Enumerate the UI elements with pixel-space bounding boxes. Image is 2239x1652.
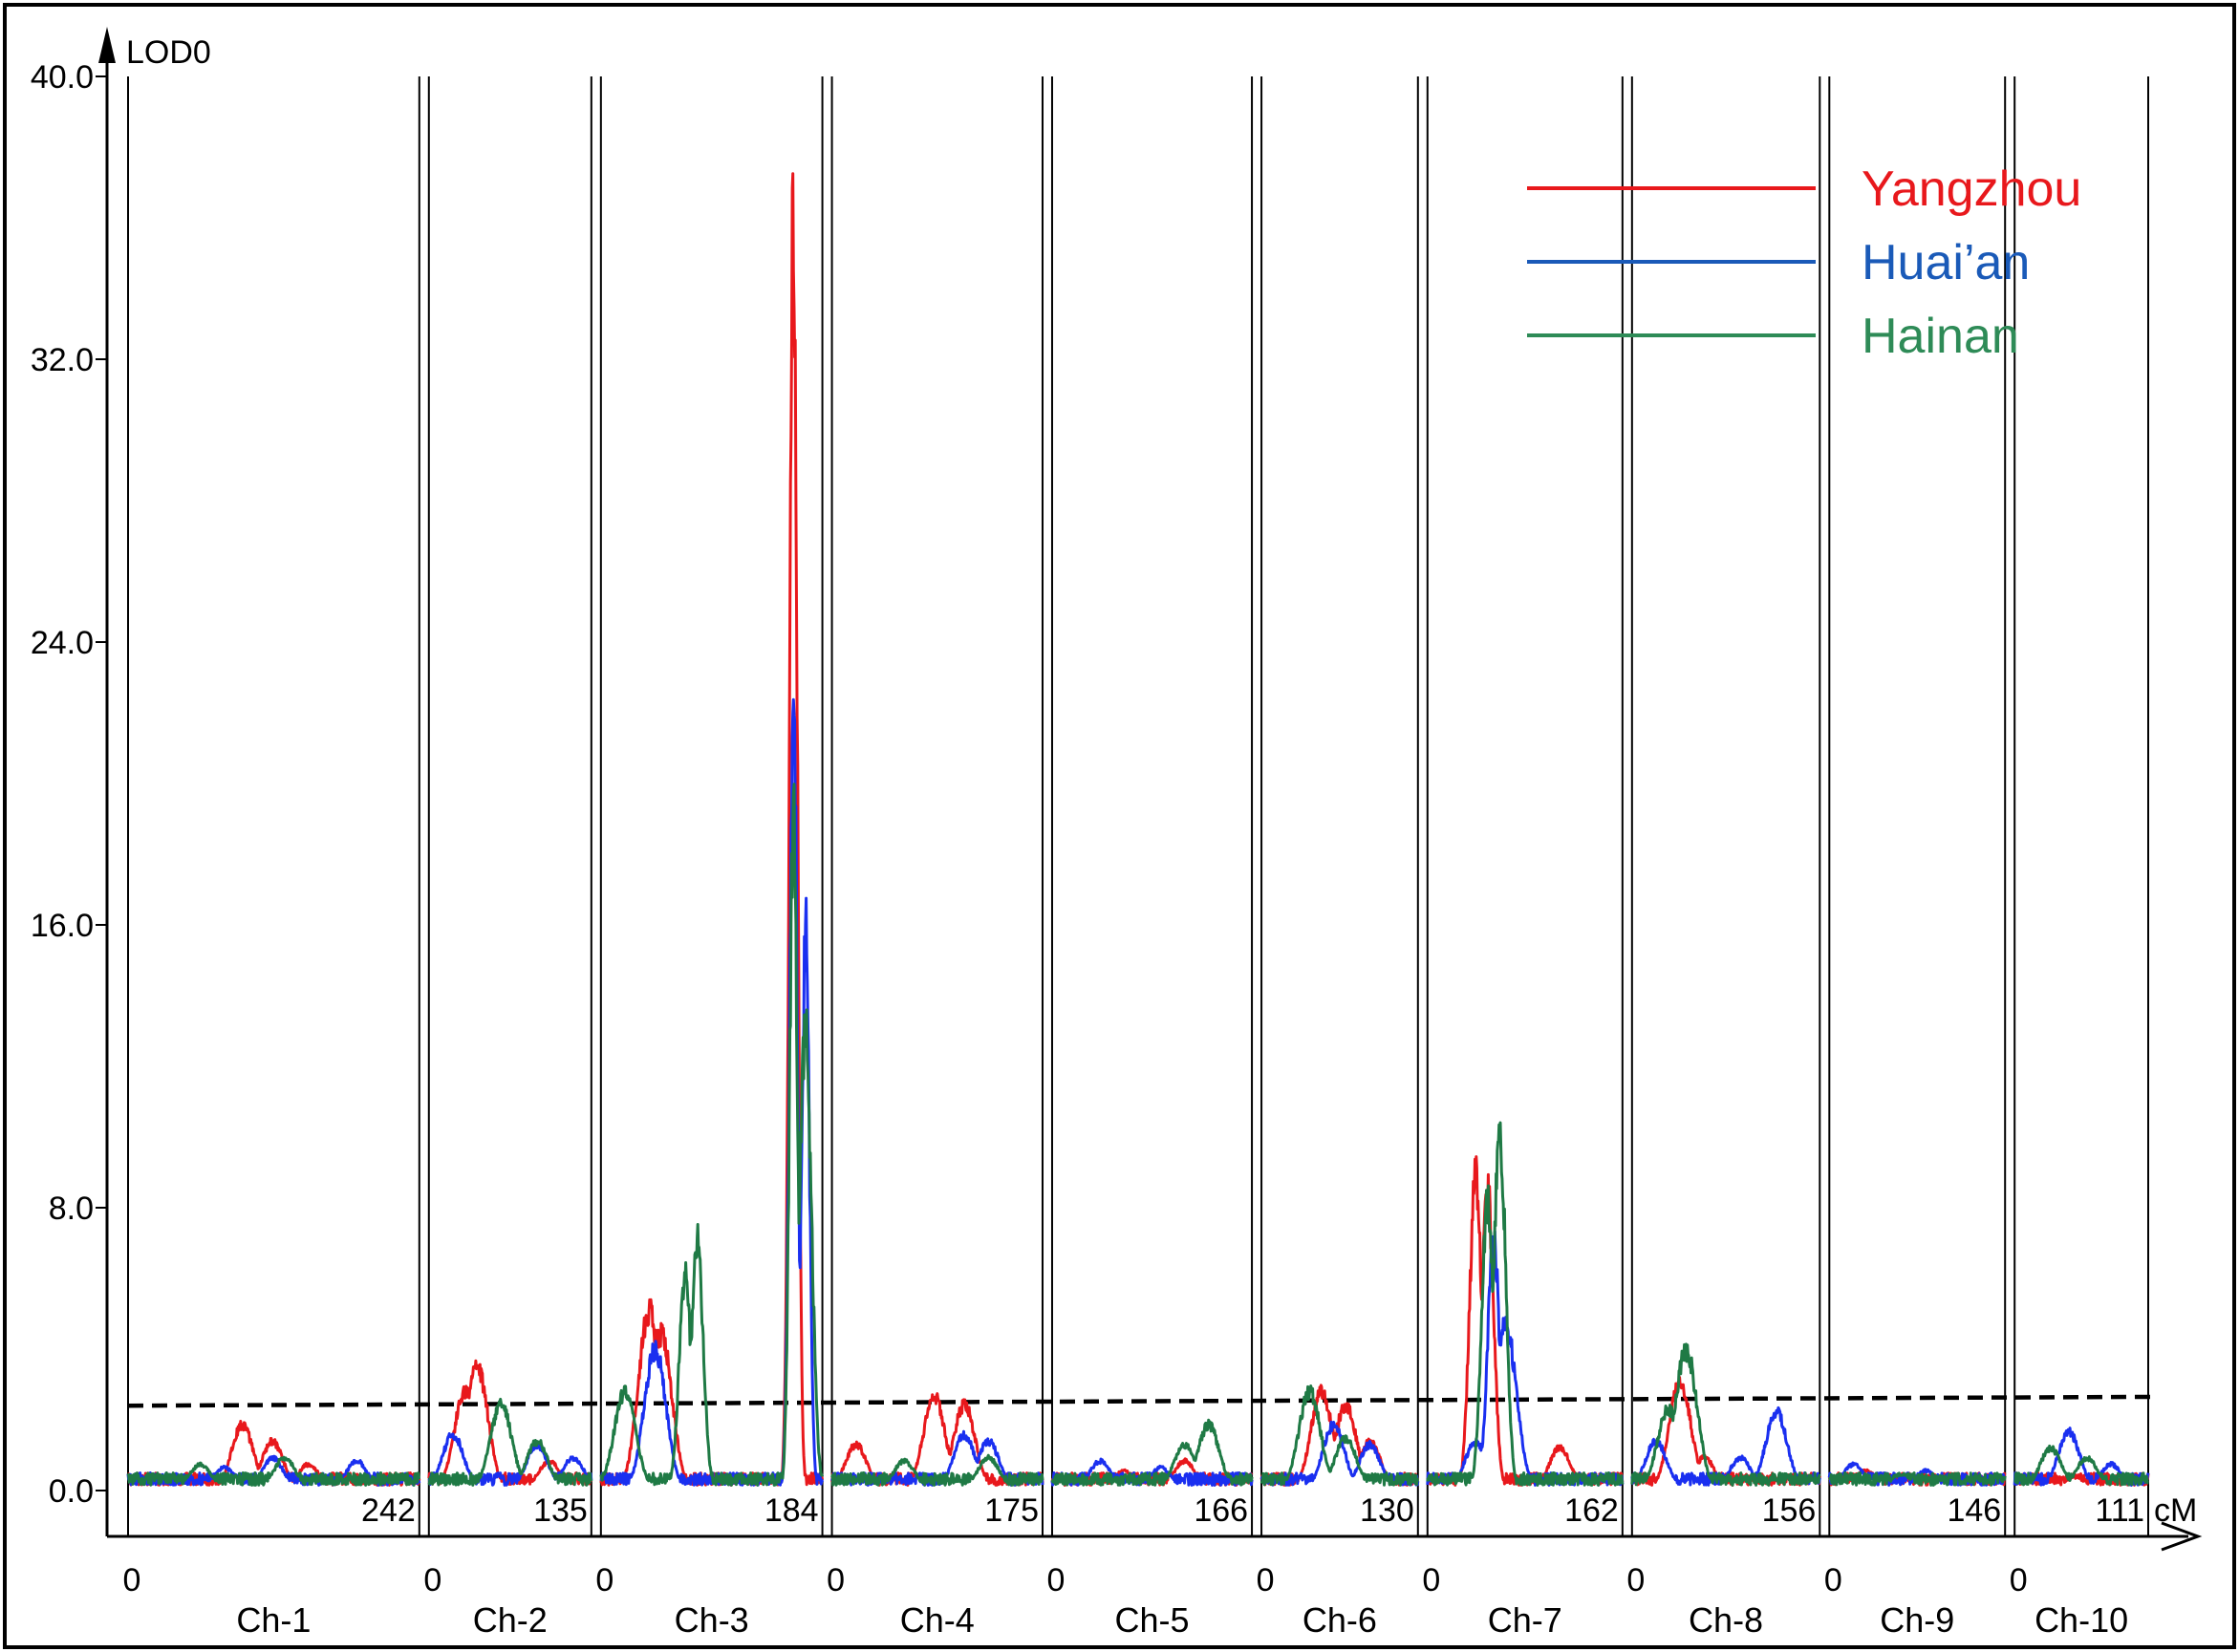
chromosome-name-label: Ch-7 bbox=[1488, 1600, 1562, 1640]
chromosome-start-label: 0 bbox=[1257, 1562, 1275, 1598]
chromosome-name-label: Ch-9 bbox=[1880, 1600, 1954, 1640]
axes-group bbox=[96, 27, 2203, 1552]
legend-label: Huai’an bbox=[1862, 235, 2030, 290]
series-line bbox=[127, 172, 2150, 1487]
series-line bbox=[126, 697, 2150, 1487]
chromosome-end-label: 242 bbox=[361, 1492, 416, 1529]
chromosome-end-label: 146 bbox=[1947, 1492, 2001, 1529]
series-line bbox=[126, 783, 2149, 1487]
chromosome-name-label: Ch-1 bbox=[236, 1600, 311, 1640]
chromosome-start-label: 0 bbox=[1824, 1562, 1842, 1598]
x-axis-arrow-icon bbox=[2161, 1521, 2203, 1552]
chromosome-start-label: 0 bbox=[1422, 1562, 1440, 1598]
chromosome-start-label: 0 bbox=[423, 1562, 441, 1598]
chromosome-name-label: Ch-2 bbox=[473, 1600, 548, 1640]
chromosome-name-label: Ch-5 bbox=[1115, 1600, 1190, 1640]
y-tick-label: 8.0 bbox=[49, 1191, 94, 1227]
y-tick-label: 40.0 bbox=[31, 59, 94, 96]
legend: Yangzhou Huai’an Hainan bbox=[1527, 161, 2081, 364]
chromosome-end-label: 166 bbox=[1194, 1492, 1248, 1529]
chromosome-name-label: Ch-8 bbox=[1689, 1600, 1763, 1640]
chromosome-start-label: 0 bbox=[827, 1562, 845, 1598]
chromosome-name-label: Ch-4 bbox=[900, 1600, 975, 1640]
chromosome-name-label: Ch-3 bbox=[675, 1600, 749, 1640]
legend-label: Hainan bbox=[1862, 309, 2019, 364]
legend-label: Yangzhou bbox=[1862, 161, 2081, 217]
chromosome-start-label: 0 bbox=[1626, 1562, 1645, 1598]
y-tick-label: 24.0 bbox=[31, 625, 94, 661]
chromosome-end-label: 184 bbox=[764, 1492, 819, 1529]
x-axis-unit-label: cM bbox=[2154, 1492, 2197, 1529]
chromosome-dividers bbox=[127, 76, 2149, 1536]
y-tick-label: 32.0 bbox=[31, 342, 94, 378]
chromosome-start-label: 0 bbox=[1047, 1562, 1066, 1598]
chromosome-end-label: 130 bbox=[1360, 1492, 1414, 1529]
chromosome-name-label: Ch-10 bbox=[2034, 1600, 2128, 1640]
chromosome-end-label: 156 bbox=[1762, 1492, 1817, 1529]
chromosome-start-label: 0 bbox=[595, 1562, 614, 1598]
threshold-dashed-line bbox=[127, 1394, 2151, 1408]
series-group bbox=[126, 172, 2150, 1487]
chromosome-end-label: 135 bbox=[533, 1492, 588, 1529]
chromosome-end-label: 175 bbox=[984, 1492, 1039, 1529]
y-axis-arrow-icon bbox=[98, 27, 116, 63]
chromosome-start-label: 0 bbox=[2010, 1562, 2028, 1598]
threshold-line bbox=[127, 1394, 2151, 1408]
labels-group: 0.08.016.024.032.040.0LOD0cM0242Ch-10135… bbox=[31, 34, 2198, 1640]
outer-border bbox=[3, 3, 2236, 1649]
chromosome-name-label: Ch-6 bbox=[1302, 1600, 1377, 1640]
chromosome-start-label: 0 bbox=[123, 1562, 141, 1598]
chromosome-end-label: 162 bbox=[1564, 1492, 1619, 1529]
y-tick-label: 16.0 bbox=[31, 908, 94, 944]
y-tick-label: 0.0 bbox=[49, 1473, 94, 1510]
chromosome-end-label: 111 bbox=[2095, 1492, 2144, 1529]
y-axis-label: LOD0 bbox=[126, 34, 211, 71]
